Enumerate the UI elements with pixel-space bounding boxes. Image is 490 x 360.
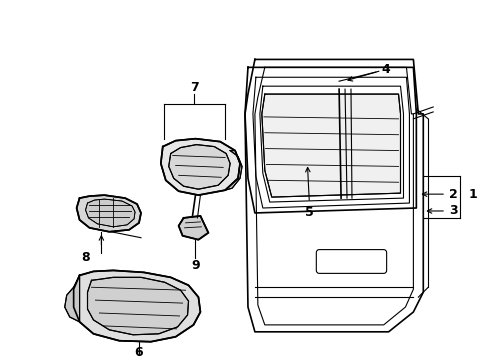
Polygon shape bbox=[76, 195, 141, 232]
Polygon shape bbox=[88, 277, 189, 335]
Polygon shape bbox=[169, 145, 230, 189]
Polygon shape bbox=[74, 270, 200, 342]
Polygon shape bbox=[179, 216, 208, 240]
Text: 7: 7 bbox=[190, 81, 199, 94]
Polygon shape bbox=[161, 139, 240, 195]
Text: 2: 2 bbox=[449, 188, 457, 201]
Text: 1: 1 bbox=[468, 188, 477, 201]
Text: 8: 8 bbox=[81, 251, 90, 264]
Text: 3: 3 bbox=[449, 204, 457, 217]
Polygon shape bbox=[65, 275, 79, 322]
Text: 6: 6 bbox=[135, 346, 144, 359]
Text: 5: 5 bbox=[305, 206, 314, 220]
Text: 9: 9 bbox=[191, 259, 200, 272]
Polygon shape bbox=[225, 150, 242, 190]
Polygon shape bbox=[262, 94, 400, 197]
Text: 4: 4 bbox=[381, 63, 390, 76]
Polygon shape bbox=[86, 199, 135, 227]
